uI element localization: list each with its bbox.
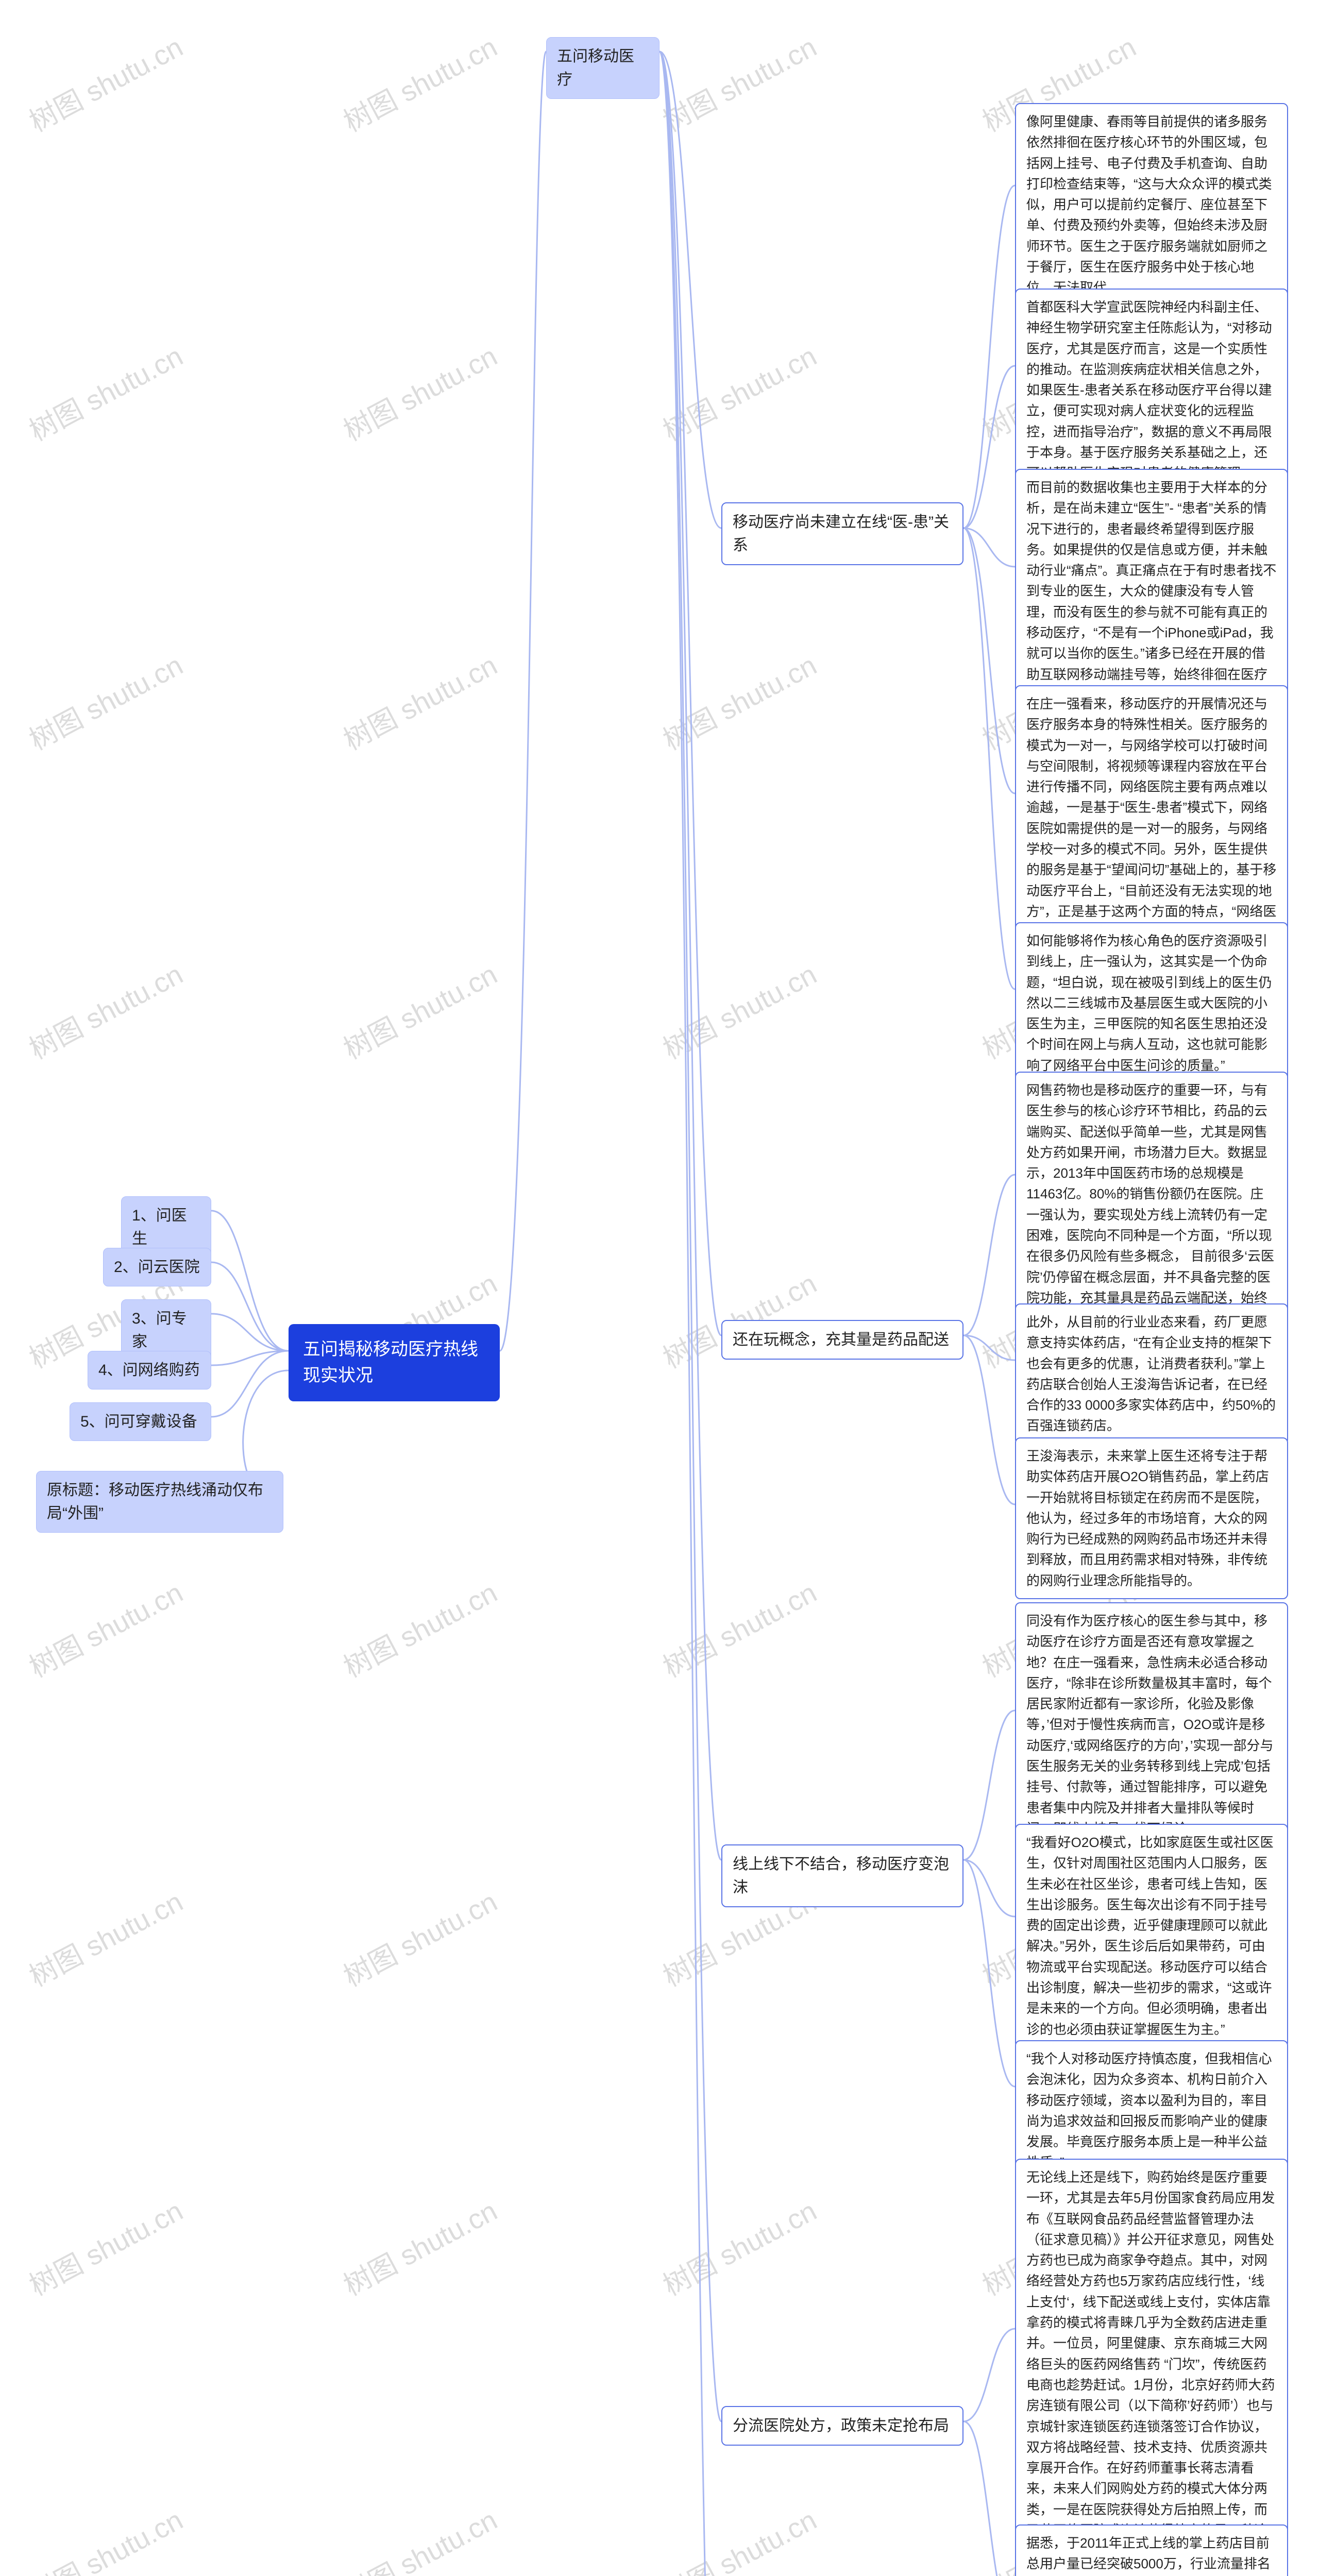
left-item-2[interactable]: 2、问云医院 [103, 1248, 211, 1286]
leaf-0-0[interactable]: 像阿里健康、春雨等目前提供的诸多服务依然排徊在医疗核心环节的外围区域，包括网上挂… [1015, 103, 1288, 307]
branch-3[interactable]: 分流医院处方，政策未定抢布局 [721, 2406, 963, 2446]
branch-1[interactable]: 还在玩概念，充其量是药品配送 [721, 1320, 963, 1360]
leaf-1-1[interactable]: 此外，从目前的行业业态来看，药厂更愿意支持实体药店，“在有企业支持的框架下也会有… [1015, 1303, 1288, 1445]
watermark: 树图 shutu.cn [21, 643, 189, 758]
watermark: 树图 shutu.cn [21, 334, 189, 449]
leaf-2-1[interactable]: “我看好O2O模式，比如家庭医生或社区医生，仅针对周围社区范围内人口服务，医生未… [1015, 1824, 1288, 2048]
watermark: 树图 shutu.cn [335, 334, 503, 449]
branch-2[interactable]: 线上线下不结合，移动医疗变泡沫 [721, 1844, 963, 1907]
watermark: 树图 shutu.cn [335, 2498, 503, 2576]
watermark: 树图 shutu.cn [21, 1879, 189, 1994]
watermark: 树图 shutu.cn [655, 952, 823, 1067]
root-node[interactable]: 五问揭秘移动医疗热线现实状况 [289, 1324, 500, 1401]
watermark: 树图 shutu.cn [335, 643, 503, 758]
left-item-5[interactable]: 5、问可穿戴设备 [70, 1402, 211, 1441]
watermark: 树图 shutu.cn [655, 1570, 823, 1685]
leaf-0-1[interactable]: 首都医科大学宣武医院神经内科副主任、神经生物学研究室主任陈彪认为，“对移动医疗，… [1015, 289, 1288, 492]
branch-0[interactable]: 移动医疗尚未建立在线“医-患”关系 [721, 502, 963, 565]
watermark: 树图 shutu.cn [335, 1879, 503, 1994]
watermark: 树图 shutu.cn [21, 1570, 189, 1685]
leaf-0-4[interactable]: 如何能够将作为核心角色的医疗资源吸引到线上，庄一强认为，这其实是一个伪命题，“坦… [1015, 922, 1288, 1084]
leaf-0-3[interactable]: 在庄一强看来，移动医疗的开展情况还与医疗服务本身的特殊性相关。医疗服务的模式为一… [1015, 685, 1288, 951]
leaf-1-2[interactable]: 王浚海表示，未来掌上医生还将专注于帮助实体药店开展O2O销售药品，掌上药店一开始… [1015, 1437, 1288, 1599]
watermark: 树图 shutu.cn [655, 334, 823, 449]
watermark: 树图 shutu.cn [21, 2189, 189, 2303]
watermark: 树图 shutu.cn [335, 2189, 503, 2303]
watermark: 树图 shutu.cn [335, 1570, 503, 1685]
leaf-2-0[interactable]: 同没有作为医疗核心的医生参与其中，移动医疗在诊疗方面是否还有意攻掌握之地？在庄一… [1015, 1602, 1288, 1847]
watermark: 树图 shutu.cn [335, 952, 503, 1067]
left-item-4[interactable]: 4、问网络购药 [88, 1351, 211, 1389]
top-branch[interactable]: 五问移动医疗 [546, 37, 660, 99]
watermark: 树图 shutu.cn [21, 2498, 189, 2576]
watermark: 树图 shutu.cn [655, 25, 823, 140]
leaf-1-0[interactable]: 网售药物也是移动医疗的重要一环，与有医生参与的核心诊疗环节相比，药品的云端购买、… [1015, 1072, 1288, 1337]
watermark: 树图 shutu.cn [655, 643, 823, 758]
leaf-3-0[interactable]: 无论线上还是线下，购药始终是医疗重要一环，尤其是去年5月份国家食药局应用发布《互… [1015, 2159, 1288, 2576]
watermark: 树图 shutu.cn [655, 2189, 823, 2303]
leaf-0-2[interactable]: 而目前的数据收集也主要用于大样本的分析，是在尚未建立“医生”- “患者”关系的情… [1015, 469, 1288, 714]
watermark: 树图 shutu.cn [21, 952, 189, 1067]
watermark: 树图 shutu.cn [655, 2498, 823, 2576]
subtitle-node[interactable]: 原标题：移动医疗热线涌动仅布局“外围” [36, 1471, 283, 1533]
watermark: 树图 shutu.cn [21, 25, 189, 140]
leaf-3-1[interactable]: 据悉，于2011年正式上线的掌上药店目前总用户量已经突破5000万，行业流量排名… [1015, 2524, 1288, 2576]
watermark: 树图 shutu.cn [335, 25, 503, 140]
